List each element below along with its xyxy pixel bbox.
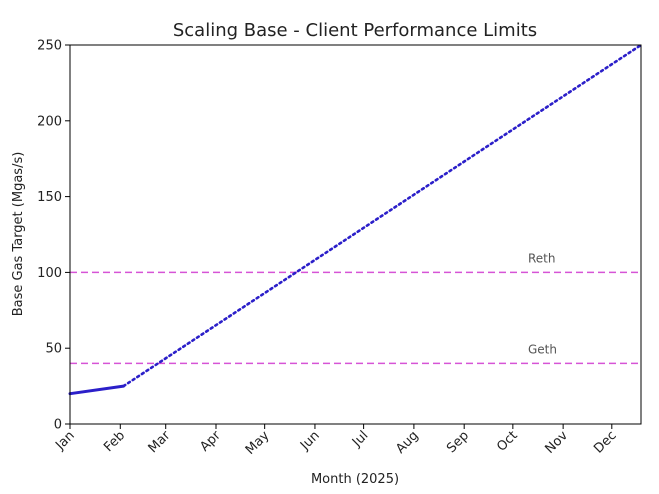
series-line-dotted: [122, 43, 643, 388]
x-tick-label: Nov: [542, 428, 571, 457]
reference-label-reth: Reth: [528, 251, 556, 265]
reference-label-geth: Geth: [528, 342, 557, 356]
chart-title: Scaling Base - Client Performance Limits: [173, 20, 537, 41]
x-tick-label: May: [243, 428, 273, 458]
x-tick-label: Jun: [297, 428, 323, 454]
x-tick-label: Oct: [494, 428, 521, 455]
x-tick-label: Dec: [591, 428, 619, 456]
x-tick-label: Mar: [146, 428, 174, 456]
y-tick-label: 100: [37, 266, 62, 281]
series-line-solid: [68, 384, 126, 396]
y-tick-label: 250: [37, 39, 62, 54]
x-tick-label: Jul: [349, 428, 371, 450]
x-axis-title: Month (2025): [311, 472, 399, 487]
y-tick-label: 0: [54, 418, 62, 433]
plot-frame: [69, 44, 642, 425]
x-tick-label: Sep: [444, 428, 472, 456]
y-tick-label: 50: [45, 342, 62, 357]
y-tick-label: 200: [37, 114, 62, 129]
x-tick-label: Feb: [101, 428, 128, 455]
y-tick-label: 150: [37, 190, 62, 205]
x-tick-label: Apr: [197, 428, 224, 455]
x-tick-label: Aug: [393, 428, 422, 457]
y-axis-title: Base Gas Target (Mgas/s): [11, 152, 26, 317]
